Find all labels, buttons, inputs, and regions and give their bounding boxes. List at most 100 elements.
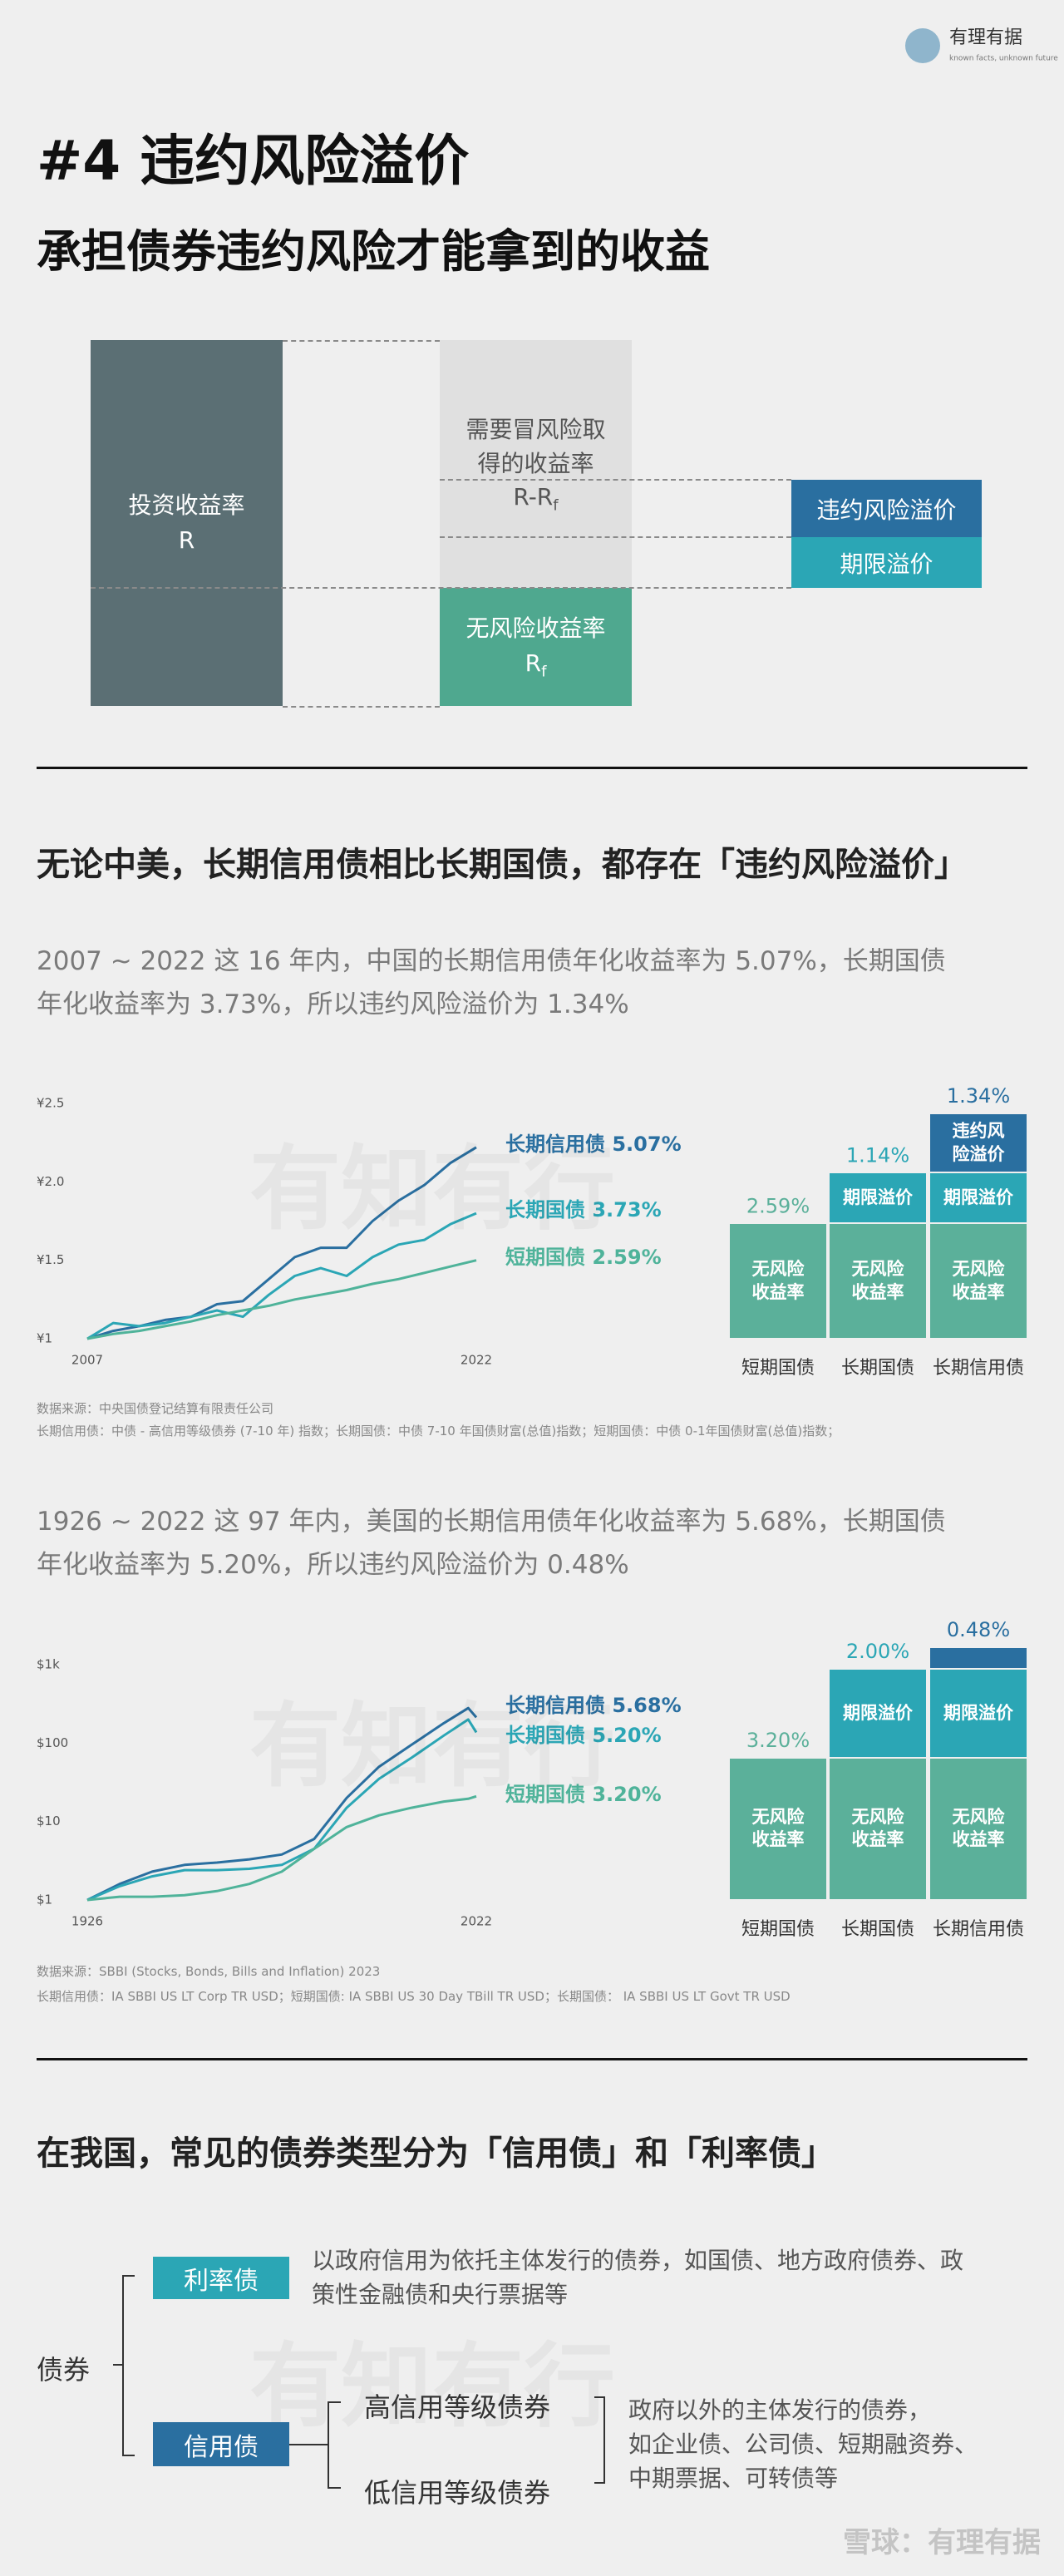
source-note: 数据来源：SBBI (Stocks, Bonds, Bills and Infl… xyxy=(37,1959,791,2009)
x-tick-label: 长期国债 xyxy=(841,1919,914,1940)
bar-segment: 无风险收益率 xyxy=(729,1757,827,1900)
risk-free-box: 无风险收益率 Rf xyxy=(440,588,632,706)
credit-bond-desc: 政府以外的主体发行的债券， 如企业债、公司债、短期融资券、 中期票据、可转债等 xyxy=(628,2393,978,2495)
series-line xyxy=(86,1212,477,1340)
bar-segment: 期限溢价 xyxy=(829,1668,927,1758)
bar-segment: 期限溢价 xyxy=(929,1668,1027,1758)
text-line: 中期票据、可转债等 xyxy=(628,2465,839,2492)
title: #4 违约风险溢价 xyxy=(37,129,470,193)
risky-return-box: 需要冒风险取得的收益率 R-Rf xyxy=(440,340,632,588)
segment-label: 无风险收益率 xyxy=(851,1259,904,1302)
text-line: 数据来源：中央国债登记结算有限责任公司 xyxy=(37,1401,274,1416)
y-tick-label: $100 xyxy=(37,1735,68,1750)
segment-label: 无风险收益率 xyxy=(952,1259,1005,1302)
text-line: 长期信用债：IA SBBI US LT Corp TR USD；短期国债: IA… xyxy=(37,1989,791,2004)
segment-label: 期限溢价 xyxy=(943,1187,1013,1208)
bar-segment: 无风险收益率 xyxy=(829,1757,927,1900)
symbol-sub: f xyxy=(541,663,547,681)
divider xyxy=(37,767,1027,769)
symbol-main: R-R xyxy=(513,483,554,511)
segment-label: 期限溢价 xyxy=(943,1702,1013,1723)
legend-label: 长期信用债 5.68% xyxy=(505,1694,682,1717)
source-note: 数据来源：中央国债登记结算有限责任公司 长期信用债：中债 - 高信用等级债券 (… xyxy=(37,1398,840,1443)
bar-segment: 违约风险溢价 xyxy=(929,1113,1027,1173)
value-label: 1.14% xyxy=(846,1143,909,1167)
segment-label: 无风险收益率 xyxy=(751,1259,805,1302)
value-label: 3.20% xyxy=(746,1729,810,1752)
dashed-line xyxy=(440,536,791,538)
text-line: 数据来源：SBBI (Stocks, Bonds, Bills and Infl… xyxy=(37,1964,381,1979)
subtitle: 承担债券违约风险才能拿到的收益 xyxy=(37,225,710,278)
x-tick-label: 1926 xyxy=(71,1914,103,1929)
series-line xyxy=(86,1146,477,1340)
bar-segment: 无风险收益率 xyxy=(829,1223,927,1339)
legend-label: 长期信用债 5.07% xyxy=(505,1133,682,1156)
y-tick-label: $1 xyxy=(37,1893,52,1907)
credit-bond-box: 信用债 xyxy=(153,2422,289,2466)
logo-tagline: known facts, unknown future xyxy=(949,55,1058,63)
y-tick-label: ¥2.0 xyxy=(37,1174,64,1189)
bar-segment xyxy=(929,1647,1027,1669)
default-premium-box: 违约风险溢价 xyxy=(791,480,982,537)
x-tick-label: 短期国债 xyxy=(741,1919,815,1940)
tree-lines xyxy=(113,2275,605,2489)
dashed-box xyxy=(283,340,440,708)
label: 利率债 xyxy=(184,2266,259,2296)
logo-name: 有理有据 xyxy=(949,27,1022,48)
segment-label: 期限溢价 xyxy=(843,1187,913,1208)
dashed-line xyxy=(440,479,791,481)
value-label: 2.59% xyxy=(746,1194,810,1217)
x-tick-label: 长期国债 xyxy=(841,1358,914,1379)
bar-segment: 期限溢价 xyxy=(829,1172,927,1224)
label: 信用债 xyxy=(184,2432,259,2462)
label: 投资收益率 xyxy=(128,491,245,519)
watermark: 有知有行 xyxy=(249,1114,615,1247)
value-label: 0.48% xyxy=(947,1618,1010,1641)
segment-label: 无风险收益率 xyxy=(751,1807,805,1850)
rate-bond-box: 利率债 xyxy=(153,2257,289,2299)
section-heading: 无论中美，长期信用债相比长期国债，都存在「违约风险溢价」 xyxy=(37,846,968,884)
segment-label: 违约风险溢价 xyxy=(952,1121,1005,1164)
symbol: R xyxy=(178,526,195,554)
segment-label: 无风险收益率 xyxy=(952,1807,1005,1850)
symbol: Rf xyxy=(525,646,547,683)
tree-child: 低信用等级债券 xyxy=(364,2477,551,2509)
paragraph: 1926 ~ 2022 这 97 年内，美国的长期信用债年化收益率为 5.68%… xyxy=(37,1500,946,1587)
x-tick-label: 2022 xyxy=(461,1353,492,1368)
text-line: 策性金融债和央行票据等 xyxy=(312,2281,569,2308)
y-tick-label: ¥2.5 xyxy=(37,1096,64,1111)
value-label: 1.34% xyxy=(947,1084,1010,1108)
total-return-box: 投资收益率 R xyxy=(91,340,283,706)
divider xyxy=(37,2058,1027,2060)
label: 无风险收益率 xyxy=(466,614,606,642)
dashed-line xyxy=(91,587,791,589)
x-tick-label: 2007 xyxy=(71,1353,103,1368)
bar-segment: 无风险收益率 xyxy=(929,1757,1027,1900)
text-line: 2007 ~ 2022 这 16 年内，中国的长期信用债年化收益率为 5.07%… xyxy=(37,946,946,976)
series-line xyxy=(86,1718,478,1902)
legend-label: 长期国债 5.20% xyxy=(505,1724,662,1747)
text-line: 政府以外的主体发行的债券， xyxy=(628,2396,932,2424)
segment-label: 期限溢价 xyxy=(843,1702,913,1723)
watermark: 有知有行 xyxy=(249,2312,615,2445)
y-tick-label: ¥1.5 xyxy=(37,1252,64,1267)
symbol-main: R xyxy=(525,649,542,677)
label: 需要冒风险取得的收益率 xyxy=(466,416,606,477)
paragraph: 2007 ~ 2022 这 16 年内，中国的长期信用债年化收益率为 5.07%… xyxy=(37,940,946,1026)
series-line xyxy=(86,1706,478,1902)
y-tick-label: $10 xyxy=(37,1814,61,1828)
x-tick-label: 2022 xyxy=(461,1914,492,1929)
y-tick-label: ¥1 xyxy=(37,1331,52,1346)
x-tick-label: 短期国债 xyxy=(741,1358,815,1379)
text-line: 长期信用债：中债 - 高信用等级债券 (7-10 年) 指数；长期国债：中债 7… xyxy=(37,1424,840,1439)
symbol-sub: f xyxy=(553,496,559,515)
series-line xyxy=(86,1794,477,1902)
legend-label: 长期国债 3.73% xyxy=(505,1198,662,1221)
bar-segment: 无风险收益率 xyxy=(729,1223,827,1339)
y-tick-label: $1k xyxy=(37,1657,60,1672)
rate-bond-desc: 以政府信用为依托主体发行的债券，如国债、地方政府债券、政 策性金融债和央行票据等 xyxy=(312,2243,963,2312)
bar-segment: 期限溢价 xyxy=(929,1172,1027,1224)
text-line: 年化收益率为 5.20%，所以违约风险溢价为 0.48% xyxy=(37,1550,629,1580)
